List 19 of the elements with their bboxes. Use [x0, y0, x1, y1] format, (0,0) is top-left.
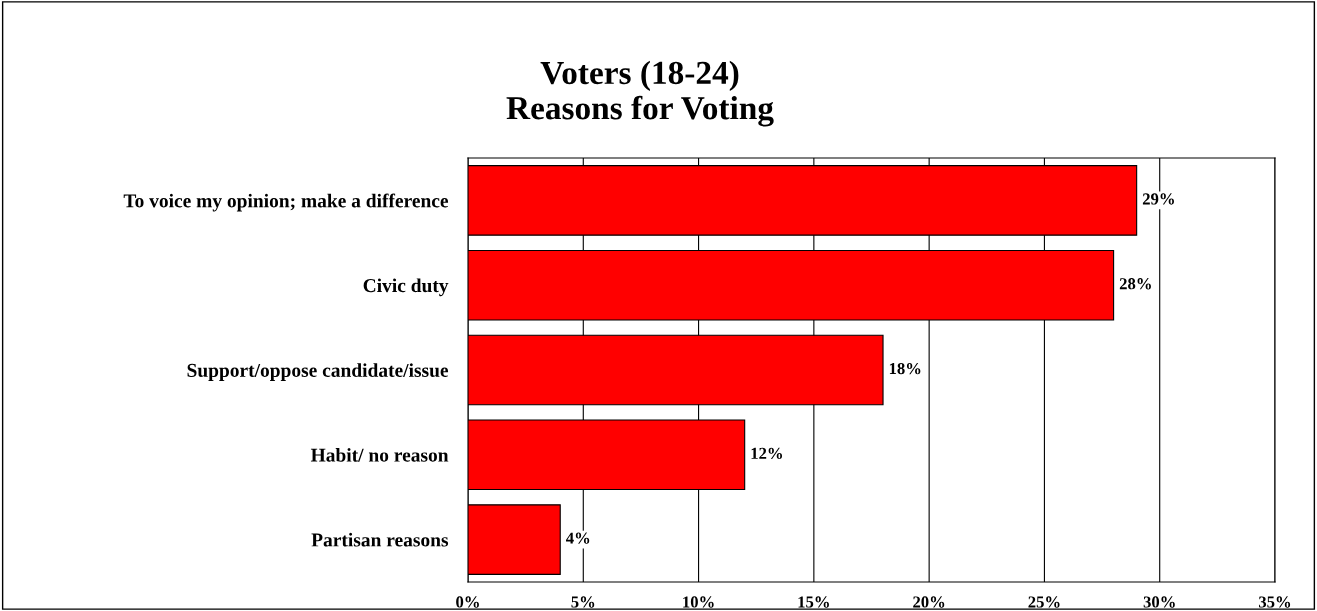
- y-tick-label: Support/oppose candidate/issue: [187, 363, 449, 381]
- y-tick-label: Habit/ no reason: [310, 448, 449, 462]
- data-label: 28%: [1119, 278, 1151, 290]
- y-tick-label: Civic duty: [363, 278, 449, 297]
- data-label: 4%: [566, 532, 590, 544]
- x-tick-label: 10%: [683, 596, 714, 608]
- x-tick-label: 0%: [456, 596, 479, 608]
- chart-title: Voters (18-24) Reasons for Voting: [506, 60, 774, 127]
- y-tick-label: Partisan reasons: [311, 532, 449, 547]
- data-label: 29%: [1142, 193, 1174, 205]
- x-tick-label: 35%: [1258, 596, 1291, 608]
- data-label: 18%: [889, 362, 921, 375]
- x-tick-label: 25%: [1028, 596, 1060, 608]
- y-tick-label: To voice my opinion; make a difference: [123, 193, 449, 212]
- x-tick-label: 20%: [913, 596, 945, 608]
- data-label: 12%: [751, 447, 783, 460]
- x-tick-label: 15%: [798, 596, 829, 608]
- x-tick-label: 30%: [1143, 596, 1175, 608]
- x-tick-label: 5%: [571, 596, 595, 608]
